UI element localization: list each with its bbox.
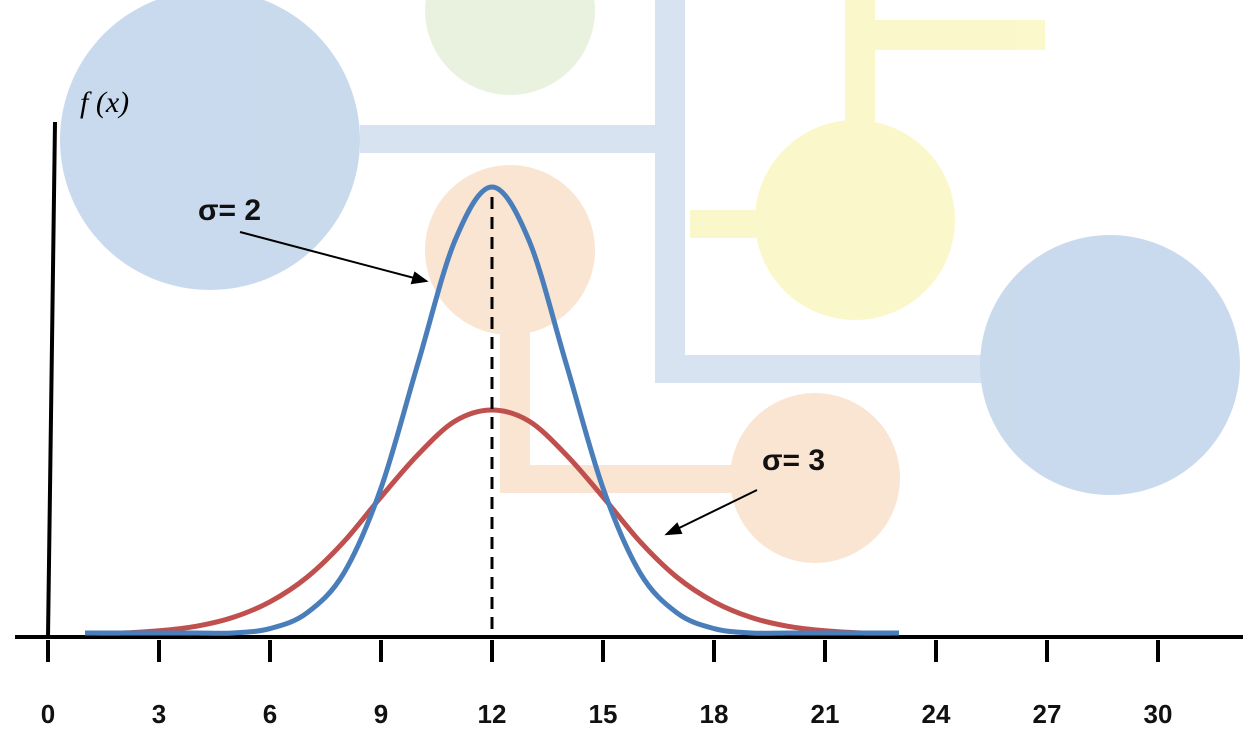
x-tick-label: 6 [263,699,277,729]
annotation: σ= 2 [198,194,261,227]
decor-bar [655,355,985,383]
x-tick-label: 27 [1033,699,1062,729]
arrow-head [410,271,429,285]
series-line [85,184,899,636]
arrow-head [664,522,683,536]
decor-bar [360,125,660,153]
x-tick-label: 30 [1144,699,1173,729]
x-tick-label: 9 [374,699,388,729]
x-tick-label: 24 [922,699,951,729]
y-axis [46,121,57,638]
decor-circle [425,165,595,335]
arrows [239,231,758,536]
decor-circle [980,235,1240,495]
x-tick-label: 15 [589,699,618,729]
decor-bar [500,300,530,490]
x-tick-label: 3 [152,699,166,729]
x-tick-label: 18 [700,699,729,729]
decor-circle [60,0,360,290]
decor-bar [845,20,1045,50]
y-axis-label: f (x) [80,86,129,119]
decor-bar [655,0,685,380]
annotation: σ= 3 [762,444,825,477]
decor-circle [755,120,955,320]
arrow [674,489,758,531]
series-line [84,407,900,636]
x-tick-label: 12 [478,699,507,729]
x-tick-label: 0 [41,699,55,729]
decor-circle [425,0,595,95]
x-tick-label: 21 [811,699,840,729]
decor-circle [730,393,900,563]
arrow [239,231,419,280]
background-decoration [60,0,1240,563]
